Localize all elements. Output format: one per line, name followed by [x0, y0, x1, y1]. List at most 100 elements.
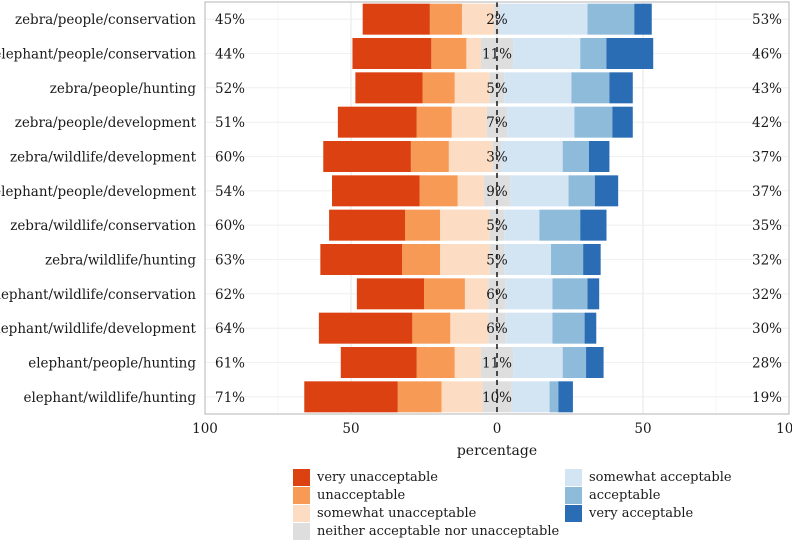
bar-acceptable-zebra-people-development — [574, 106, 613, 138]
bar-somewhat-unacceptable-zebra-people-conservation — [461, 3, 495, 35]
bar-somewhat-acceptable-zebra-wildlife-conservation — [504, 209, 540, 241]
legend-label: somewhat acceptable — [589, 470, 732, 485]
center-percent-label: 10% — [482, 390, 512, 406]
legend-label: very acceptable — [589, 506, 694, 521]
category-label: elephant/people/hunting — [28, 356, 196, 372]
bar-somewhat-unacceptable-elephant-wildlife-development — [450, 312, 489, 344]
bar-somewhat-acceptable-zebra-wildlife-development — [501, 141, 563, 172]
left-percent-label: 51% — [215, 115, 245, 131]
bar-somewhat-unacceptable-zebra-wildlife-development — [448, 141, 493, 172]
center-percent-label: 6% — [486, 321, 508, 337]
bar-somewhat-unacceptable-zebra-wildlife-hunting — [440, 244, 490, 275]
bar-very-acceptable-zebra-people-development — [612, 106, 633, 138]
category-label: elephant/wildlife/hunting — [23, 390, 196, 406]
bar-very-acceptable-elephant-people-development — [594, 175, 619, 207]
bar-very-acceptable-zebra-people-hunting — [609, 72, 633, 104]
bar-unacceptable-elephant-wildlife-hunting — [397, 381, 442, 413]
x-axis-title: percentage — [457, 443, 537, 459]
right-percent-label: 46% — [752, 47, 782, 63]
bar-neither-acceptable-nor-unacceptable-zebra-wildlife-hunting — [489, 244, 505, 275]
bar-somewhat-acceptable-elephant-people-hunting — [513, 347, 563, 378]
center-percent-label: 11% — [482, 356, 512, 372]
category-label: elephant/people/conservation — [0, 47, 196, 63]
bar-very-unacceptable-zebra-people-conservation — [362, 3, 430, 35]
center-percent-label: 3% — [486, 150, 508, 166]
legend-swatch-very-unacceptable — [293, 469, 310, 486]
legend-swatch-neither — [293, 523, 310, 540]
x-tick-label: 100 — [192, 421, 218, 437]
left-percent-label: 71% — [215, 390, 245, 406]
center-percent-label: 5% — [486, 253, 508, 269]
bar-very-unacceptable-elephant-people-hunting — [340, 347, 417, 378]
bar-very-acceptable-zebra-people-conservation — [634, 3, 652, 35]
category-label: zebra/people/development — [15, 115, 197, 131]
bar-somewhat-unacceptable-elephant-wildlife-hunting — [441, 381, 483, 413]
x-tick-label: 100 — [776, 421, 792, 437]
right-percent-label: 19% — [752, 390, 782, 406]
bar-somewhat-unacceptable-zebra-wildlife-conservation — [440, 209, 490, 241]
bar-very-unacceptable-zebra-people-hunting — [355, 72, 423, 104]
bar-very-unacceptable-elephant-wildlife-hunting — [304, 381, 398, 413]
bar-neither-acceptable-nor-unacceptable-zebra-wildlife-conservation — [489, 209, 505, 241]
center-percent-label: 6% — [486, 287, 508, 303]
left-percent-label: 54% — [215, 184, 245, 200]
legend-swatch-somewhat-unacceptable — [293, 505, 310, 522]
left-percent-label: 52% — [215, 81, 245, 97]
bar-somewhat-acceptable-zebra-people-development — [507, 106, 575, 138]
category-label: elephant/wildlife/development — [0, 321, 197, 337]
right-percent-label: 30% — [752, 321, 782, 337]
bar-unacceptable-zebra-wildlife-hunting — [402, 244, 441, 275]
center-percent-label: 9% — [486, 184, 508, 200]
category-label: zebra/wildlife/development — [10, 150, 197, 166]
right-percent-label: 37% — [752, 184, 782, 200]
bar-unacceptable-elephant-people-conservation — [431, 38, 467, 69]
bar-very-acceptable-elephant-people-hunting — [586, 347, 604, 378]
percent-labels: 45% 2% 53% 44% 11% 46% 52% 5% 43% 51% 7% 42% 60% 3% 37… — [215, 12, 782, 406]
bar-somewhat-acceptable-elephant-wildlife-development — [505, 312, 553, 344]
category-label: zebra/people/conservation — [15, 12, 196, 28]
category-label: zebra/wildlife/conservation — [10, 218, 196, 234]
center-percent-label: 2% — [486, 12, 508, 28]
bar-somewhat-unacceptable-elephant-people-conservation — [466, 38, 481, 69]
bar-very-unacceptable-elephant-people-conservation — [352, 38, 432, 69]
bar-acceptable-zebra-wildlife-development — [562, 141, 589, 172]
center-percent-label: 5% — [486, 218, 508, 234]
bar-somewhat-unacceptable-elephant-wildlife-conservation — [464, 278, 489, 310]
left-percent-label: 44% — [215, 47, 245, 63]
right-percent-label: 32% — [752, 287, 782, 303]
right-percent-label: 42% — [752, 115, 782, 131]
bar-somewhat-acceptable-elephant-wildlife-hunting — [511, 381, 550, 413]
category-label: elephant/people/development — [0, 184, 197, 200]
category-label: elephant/wildlife/conservation — [0, 287, 196, 303]
bar-unacceptable-elephant-wildlife-development — [412, 312, 451, 344]
center-percent-label: 7% — [486, 115, 508, 131]
right-percent-label: 37% — [752, 150, 782, 166]
bar-acceptable-zebra-people-conservation — [587, 3, 635, 35]
bar-somewhat-acceptable-elephant-people-development — [510, 175, 569, 207]
bar-acceptable-zebra-wildlife-conservation — [539, 209, 581, 241]
bar-very-acceptable-zebra-wildlife-development — [588, 141, 610, 172]
x-tick-labels: 100 50 0 50 100 — [192, 421, 792, 437]
bar-acceptable-elephant-people-hunting — [562, 347, 587, 378]
bar-acceptable-zebra-wildlife-hunting — [551, 244, 584, 275]
bar-very-acceptable-zebra-wildlife-hunting — [583, 244, 601, 275]
right-percent-label: 32% — [752, 253, 782, 269]
bar-very-unacceptable-elephant-people-development — [332, 175, 420, 207]
right-percent-label: 43% — [752, 81, 782, 97]
bar-somewhat-acceptable-zebra-people-hunting — [504, 72, 572, 104]
legend-label: somewhat unacceptable — [317, 506, 477, 521]
left-percent-label: 45% — [215, 12, 245, 28]
bar-unacceptable-zebra-people-hunting — [422, 72, 455, 104]
bar-very-acceptable-elephant-people-conservation — [606, 38, 654, 69]
bar-acceptable-elephant-wildlife-hunting — [549, 381, 559, 413]
bar-somewhat-acceptable-elephant-people-conservation — [513, 38, 581, 69]
bar-unacceptable-zebra-people-conservation — [429, 3, 462, 35]
panel-border — [204, 1, 790, 415]
bar-very-acceptable-elephant-wildlife-development — [584, 312, 597, 344]
bars — [304, 3, 654, 413]
legend-label: acceptable — [589, 488, 661, 503]
right-percent-label: 35% — [752, 218, 782, 234]
category-label: zebra/people/hunting — [50, 81, 197, 97]
bar-somewhat-unacceptable-elephant-people-hunting — [454, 347, 481, 378]
bar-very-acceptable-elephant-wildlife-hunting — [558, 381, 573, 413]
